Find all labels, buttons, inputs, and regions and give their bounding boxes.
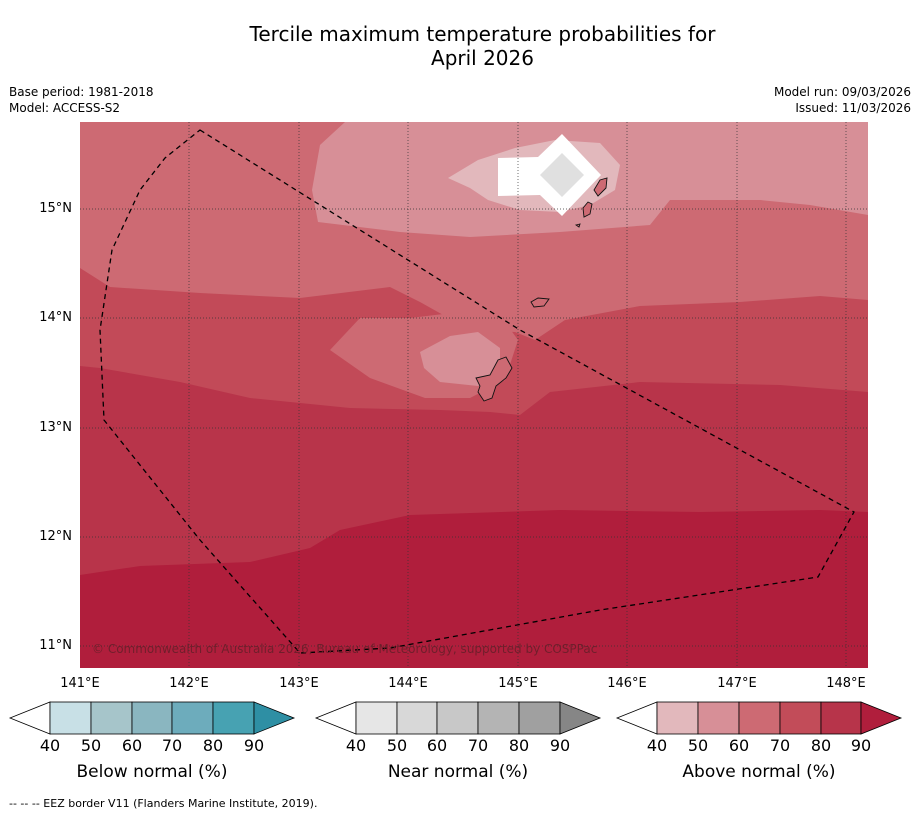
near-normal-patch	[540, 153, 584, 197]
issued-date: Issued: 11/03/2026	[795, 101, 911, 115]
colorbar-near-segment	[314, 701, 357, 735]
colorbar-tick: 90	[243, 736, 265, 755]
colorbar-below-segment	[171, 701, 214, 735]
lon-label-141e: 141°E	[60, 676, 100, 691]
colorbar-tick: 80	[810, 736, 832, 755]
island-tinian-saipan	[582, 177, 608, 218]
lat-label-11n: 11°N	[39, 638, 72, 653]
colorbar-below-segment	[49, 701, 92, 735]
colorbar-tick: 60	[728, 736, 750, 755]
colorbar-tick: 60	[426, 736, 448, 755]
colorbar-tick: 70	[769, 736, 791, 755]
colorbar-near-segment	[477, 701, 520, 735]
colorbar-below-segment	[212, 701, 255, 735]
colorbar-below-segment	[253, 701, 296, 735]
island-aguijan	[574, 223, 581, 228]
title-line-1: Tercile maximum temperature probabilitie…	[249, 22, 716, 46]
colorbar-near-segment	[396, 701, 438, 735]
lon-label-147e: 147°E	[717, 676, 757, 691]
island-rota	[530, 297, 550, 308]
colorbar-near-segment	[559, 701, 602, 735]
colorbar-near	[314, 701, 602, 735]
colorbar-below-segment	[131, 701, 173, 735]
title-line-2: April 2026	[431, 46, 534, 70]
colorbar-above-segment	[656, 701, 699, 735]
colorbar-tick: 50	[687, 736, 709, 755]
colorbar-above-segment	[779, 701, 822, 735]
colorbar-below-segment	[90, 701, 133, 735]
colorbar-near-segment	[518, 701, 561, 735]
colorbar-tick: 70	[467, 736, 489, 755]
colorbar-above-segment	[820, 701, 862, 735]
lon-label-145e: 145°E	[498, 676, 538, 691]
colorbar-tick: 60	[121, 736, 143, 755]
colorbar-above-segment	[615, 701, 658, 735]
colorbar-tick: 40	[646, 736, 668, 755]
colorbar-tick: 50	[80, 736, 102, 755]
colorbar-below	[8, 701, 296, 735]
colorbar-label-above: Above normal (%)	[682, 762, 836, 782]
lon-label-146e: 146°E	[607, 676, 647, 691]
colorbar-tick: 40	[39, 736, 61, 755]
chart-title: Tercile maximum temperature probabilitie…	[0, 22, 919, 70]
base-period: Base period: 1981-2018	[9, 85, 154, 99]
colorbar-tick: 90	[549, 736, 571, 755]
colorbar-above-segment	[860, 701, 903, 735]
colorbar-label-below: Below normal (%)	[76, 762, 228, 782]
colorbar-above-segment	[697, 701, 740, 735]
eez-border	[99, 129, 855, 654]
lon-label-142e: 142°E	[169, 676, 209, 691]
model-run: Model run: 09/03/2026	[773, 85, 911, 99]
lon-label-144e: 144°E	[388, 676, 428, 691]
island-guam	[475, 356, 513, 402]
colorbar-above-segment	[738, 701, 781, 735]
colorbar-tick: 70	[161, 736, 183, 755]
colorbar-above	[615, 701, 903, 735]
colorbar-tick: 50	[386, 736, 408, 755]
meta-right: Model run: 09/03/2026 Issued: 11/03/2026	[774, 84, 911, 116]
colorbar-near-segment	[436, 701, 479, 735]
colorbar-label-near: Near normal (%)	[387, 762, 529, 782]
meta-left: Base period: 1981-2018 Model: ACCESS-S2	[9, 84, 154, 116]
lon-label-148e: 148°E	[826, 676, 866, 691]
model-name: Model: ACCESS-S2	[9, 101, 121, 115]
lat-label-12n: 12°N	[39, 529, 72, 544]
colorbar-tick: 80	[202, 736, 224, 755]
lat-label-14n: 14°N	[39, 310, 72, 325]
probability-field	[80, 122, 868, 668]
colorbar-near-segment	[355, 701, 398, 735]
copyright-note: © Commonwealth of Australia 2026, Bureau…	[92, 642, 598, 656]
colorbar-below-segment	[8, 701, 51, 735]
lat-label-15n: 15°N	[39, 201, 72, 216]
eez-footnote: -- -- -- EEZ border V11 (Flanders Marine…	[9, 797, 318, 810]
colorbar-tick: 90	[850, 736, 872, 755]
colorbar-tick: 80	[508, 736, 530, 755]
lat-label-13n: 13°N	[39, 420, 72, 435]
lon-label-143e: 143°E	[279, 676, 319, 691]
gridlines	[80, 122, 868, 668]
islands	[475, 177, 608, 402]
band-50-b	[420, 332, 500, 386]
colorbar-tick: 40	[345, 736, 367, 755]
